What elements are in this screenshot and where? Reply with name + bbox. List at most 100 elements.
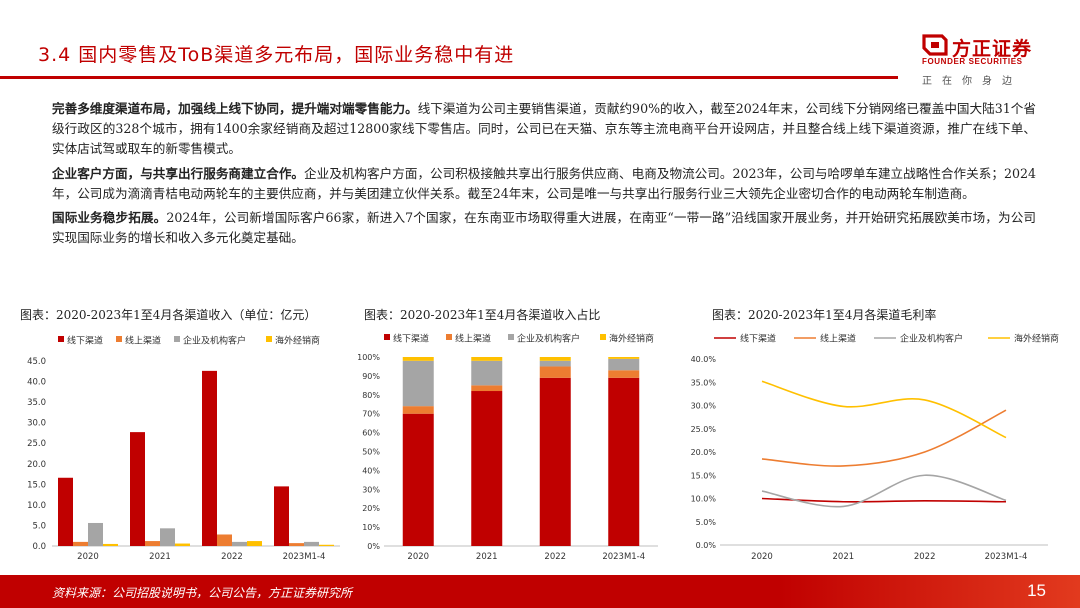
- bar: [247, 541, 262, 546]
- legend-label: 海外经销商: [609, 333, 654, 345]
- stacked-bar-segment: [539, 360, 571, 367]
- stacked-bar-segment: [402, 413, 434, 546]
- y-tick-label: 15.0%: [691, 471, 717, 480]
- stacked-bar-segment: [608, 370, 640, 378]
- y-tick-label: 5.0: [32, 521, 46, 531]
- footer-source: 资料来源：公司招股说明书，公司公告，方正证券研究所: [52, 586, 353, 600]
- stacked-bar-segment: [608, 377, 640, 546]
- stacked-bar-segment: [539, 366, 571, 378]
- x-tick-label: 2021: [833, 552, 855, 562]
- y-tick-label: 10.0%: [691, 495, 717, 504]
- x-tick-label: 2022: [914, 552, 936, 562]
- bar: [130, 432, 145, 546]
- paragraph-lead: 企业客户方面，与共享出行服务商建立合作。: [52, 165, 305, 181]
- y-tick-label: 70%: [362, 410, 380, 419]
- paragraph-text: 2024年，公司新增国际客户66家，新进入7个国家，在东南亚市场取得重大进展，在…: [52, 210, 1036, 246]
- bar: [319, 544, 334, 546]
- legend-label: 企业及机构客户: [900, 333, 963, 345]
- x-tick-label: 2023M1-4: [283, 552, 326, 562]
- stacked-bar-segment: [539, 357, 571, 361]
- stacked-bar-segment: [471, 360, 503, 386]
- stacked-bar-segment: [471, 391, 503, 546]
- footer-bar: [0, 575, 1080, 608]
- stacked-bar-segment: [539, 377, 571, 546]
- y-tick-label: 100%: [357, 353, 380, 362]
- stacked-bar-segment: [402, 360, 434, 407]
- legend-label: 海外经销商: [275, 335, 320, 347]
- margin-line-chart: 0.0% 5.0% 10.0% 15.0% 20.0% 25.0% 30.0% 35.0% 40…: [691, 333, 1059, 563]
- paragraph-text: 线下渠道为公司主要销售渠道，贡献约90%的收入，截至2024年末，公司线下分销网…: [52, 101, 1036, 157]
- series-line: [761, 380, 1007, 439]
- bar: [289, 543, 304, 546]
- legend-swatch: [508, 334, 514, 340]
- paragraph-enterprise: 企业客户方面，与共享出行服务商建立合作。企业及机构客户方面，公司积极接触共享出行…: [52, 164, 1036, 204]
- legend-label: 线下渠道: [393, 333, 429, 345]
- y-tick-label: 35.0%: [691, 378, 717, 387]
- bar: [88, 522, 103, 546]
- x-tick-label: 2020: [77, 552, 99, 562]
- y-tick-label: 60%: [362, 429, 380, 438]
- stacked-bar-segment: [608, 358, 640, 371]
- revenue-bar-chart: 0.0 5.0 10.0 15.0 20.0 25.0 30.0 35.0 40.0 45.0 20…: [27, 335, 340, 562]
- paragraph-text: 企业及机构客户方面，公司积极接触共享出行服务供应商、电商及物流公司。2023年，…: [52, 165, 1036, 201]
- stacked-bar-segment: [402, 357, 434, 361]
- y-tick-label: 10%: [362, 523, 380, 532]
- bar: [58, 477, 73, 546]
- y-tick-label: 10.0: [27, 501, 46, 511]
- y-tick-label: 80%: [362, 391, 380, 400]
- chart-title-share: 图表：2020-2023年1至4月各渠道收入占比: [364, 308, 601, 322]
- y-tick-label: 25.0: [27, 439, 46, 449]
- x-tick-label: 2022: [544, 552, 566, 562]
- legend-label: 线下渠道: [67, 335, 103, 347]
- legend-label: 线上渠道: [455, 333, 491, 345]
- legend-label: 线下渠道: [740, 333, 776, 345]
- y-tick-label: 25.0%: [691, 425, 717, 434]
- legend-label: 企业及机构客户: [183, 335, 246, 347]
- body-text: 完善多维度渠道布局，加强线上线下协同，提升端对端零售能力。线下渠道为公司主要销售…: [52, 99, 1036, 252]
- series-line: [761, 409, 1007, 467]
- x-tick-label: 2023M1-4: [602, 552, 645, 562]
- bar: [145, 541, 160, 546]
- paragraph-lead: 完善多维度渠道布局，加强线上线下协同，提升端对端零售能力。: [52, 101, 418, 116]
- founder-logo-icon: [922, 34, 948, 56]
- y-tick-label: 30%: [362, 485, 380, 494]
- legend-swatch: [446, 334, 452, 340]
- legend-swatch: [600, 334, 606, 340]
- paragraph-lead: 国际业务稳步拓展。: [52, 210, 167, 226]
- y-tick-label: 90%: [362, 372, 380, 381]
- y-tick-label: 50%: [362, 448, 380, 457]
- x-tick-label: 2020: [407, 552, 429, 562]
- legend-label: 企业及机构客户: [517, 333, 580, 345]
- x-tick-label: 2021: [476, 552, 498, 562]
- y-tick-label: 20.0: [27, 460, 46, 470]
- bar: [202, 370, 217, 546]
- bar: [304, 541, 319, 546]
- legend-swatch: [384, 334, 390, 340]
- logo-slogan: 正在你身边: [922, 76, 1022, 87]
- bar: [73, 541, 88, 546]
- y-tick-label: 20.0%: [691, 448, 717, 457]
- brand-logo: 方正证券 FOUNDER SECURITIES 正在你身边: [922, 34, 1062, 89]
- x-tick-label: 2020: [751, 552, 773, 562]
- legend-swatch: [266, 336, 272, 342]
- series-line: [761, 474, 1007, 508]
- y-tick-label: 40%: [362, 466, 380, 475]
- paragraph-international: 国际业务稳步拓展。2024年，公司新增国际客户66家，新进入7个国家，在东南亚市…: [52, 208, 1036, 248]
- legend-label: 线上渠道: [820, 333, 856, 345]
- title-divider: [0, 76, 898, 79]
- paragraph-channels: 完善多维度渠道布局，加强线上线下协同，提升端对端零售能力。线下渠道为公司主要销售…: [52, 99, 1036, 160]
- stacked-bar-segment: [471, 385, 503, 392]
- y-tick-label: 40.0%: [691, 355, 717, 364]
- page-title: 3.4 国内零售及ToB渠道多元布局，国际业务稳中有进: [38, 44, 515, 66]
- legend-swatch: [58, 336, 64, 342]
- y-tick-label: 30.0: [27, 419, 46, 429]
- y-tick-label: 15.0: [27, 480, 46, 490]
- chart-title-margin: 图表：2020-2023年1至4月各渠道毛利率: [712, 308, 937, 322]
- stacked-bar-segment: [402, 406, 434, 414]
- bar: [274, 486, 289, 546]
- y-tick-label: 45.0: [27, 357, 46, 367]
- y-tick-label: 0.0%: [696, 541, 717, 550]
- y-tick-label: 0.0: [32, 542, 46, 552]
- legend-swatch: [174, 336, 180, 342]
- x-tick-label: 2022: [221, 552, 243, 562]
